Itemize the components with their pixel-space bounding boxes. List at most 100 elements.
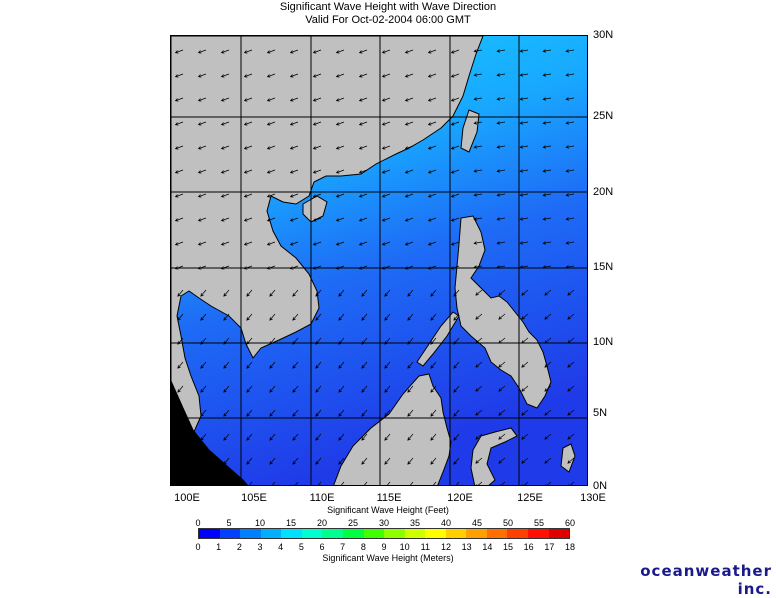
wave-arrow: [381, 217, 391, 222]
wave-arrow: [544, 337, 552, 344]
wave-arrow: [473, 265, 483, 269]
wave-arrow: [475, 409, 483, 416]
feet-tick: 15: [285, 518, 296, 528]
wave-arrow: [567, 409, 575, 416]
colorbar-swatch: [342, 529, 364, 538]
wave-arrow: [289, 265, 299, 270]
wave-arrow: [249, 481, 253, 485]
wave-arrow: [565, 145, 575, 149]
lon-label: 115E: [376, 492, 402, 504]
wave-arrow: [358, 121, 368, 126]
wave-arrow: [361, 337, 368, 345]
land-philippines: [454, 215, 552, 409]
wave-arrow: [404, 121, 414, 126]
wave-arrow: [220, 145, 230, 150]
lon-label: 120E: [447, 492, 473, 504]
meter-tick: 16: [523, 542, 534, 552]
wave-arrow: [544, 313, 552, 320]
wave-arrow: [197, 145, 207, 150]
wave-arrow: [246, 385, 253, 393]
wave-arrow: [335, 145, 345, 150]
wave-arrow: [475, 313, 483, 320]
wave-arrow: [200, 289, 207, 297]
wave-arrow: [450, 145, 460, 150]
wave-arrow: [358, 97, 368, 102]
wave-arrow: [358, 49, 368, 54]
wave-arrow: [295, 481, 299, 485]
wave-arrow: [384, 457, 391, 465]
wave-arrow: [180, 481, 184, 485]
wave-arrow: [358, 265, 368, 270]
feet-tick: 55: [533, 518, 544, 528]
colorbar-swatch: [445, 529, 467, 538]
wave-arrow: [404, 145, 414, 150]
wave-arrow: [223, 313, 230, 321]
wave-arrow: [430, 337, 437, 345]
wave-arrow: [266, 217, 276, 222]
wave-arrow: [269, 457, 276, 465]
feet-tick: 5: [226, 518, 232, 528]
wave-arrow: [269, 409, 276, 417]
land-taiwan: [460, 109, 480, 153]
wave-arrow: [197, 49, 207, 54]
wave-arrow: [364, 481, 368, 485]
wave-arrow: [269, 361, 276, 369]
wave-arrow: [272, 481, 276, 485]
wave-arrow: [174, 73, 184, 78]
wave-arrow: [567, 457, 575, 464]
meter-tick: 1: [216, 542, 222, 552]
wave-arrow: [381, 145, 391, 150]
wave-arrow: [220, 265, 230, 270]
wave-arrow: [197, 121, 207, 126]
wave-arrow: [473, 193, 483, 197]
colorbar-swatch: [281, 529, 302, 538]
wave-arrow: [542, 265, 552, 269]
wave-arrow: [567, 289, 575, 296]
wave-arrow: [338, 361, 345, 369]
wave-arrow: [407, 433, 414, 441]
wave-arrow: [453, 361, 460, 369]
wave-arrow: [312, 97, 322, 102]
wave-arrow: [200, 457, 207, 465]
wave-arrow: [243, 169, 253, 174]
colorbar-swatch: [240, 529, 261, 538]
wave-arrow: [335, 121, 345, 126]
colorbar-swatch: [260, 529, 282, 538]
meter-tick: 4: [278, 542, 284, 552]
wave-arrow: [243, 217, 253, 222]
wave-arrow: [496, 49, 506, 53]
wave-arrow: [456, 481, 460, 485]
wave-arrow: [473, 97, 483, 101]
lon-label: 100E: [174, 492, 200, 504]
wave-arrow: [289, 217, 299, 222]
wave-arrow: [498, 313, 506, 320]
wave-arrow: [453, 457, 460, 465]
wave-arrow: [246, 409, 253, 417]
wave-arrow: [473, 241, 483, 245]
wave-arrow: [498, 289, 506, 296]
wave-arrow: [498, 361, 506, 368]
wave-arrow: [427, 145, 437, 150]
wave-arrow: [197, 193, 207, 198]
wave-arrow: [473, 49, 483, 53]
wave-arrow: [312, 145, 322, 150]
wave-arrow: [220, 169, 230, 174]
wave-arrow: [404, 97, 414, 102]
colorbar-swatch: [199, 529, 220, 538]
wave-arrow: [542, 121, 552, 125]
wave-arrow: [243, 49, 253, 54]
feet-tick: 60: [564, 518, 575, 528]
wave-arrow: [312, 265, 322, 270]
wave-arrow: [243, 193, 253, 198]
wave-arrow: [407, 337, 414, 345]
wave-arrow: [427, 169, 437, 174]
wave-arrow: [358, 217, 368, 222]
wave-arrow: [567, 313, 575, 320]
wave-arrow: [427, 193, 437, 198]
wave-arrow: [174, 49, 184, 54]
wave-arrow: [338, 385, 345, 393]
wave-arrow: [475, 457, 483, 464]
wave-arrow: [453, 289, 460, 297]
feet-tick: 40: [440, 518, 451, 528]
graticule: [171, 36, 587, 485]
